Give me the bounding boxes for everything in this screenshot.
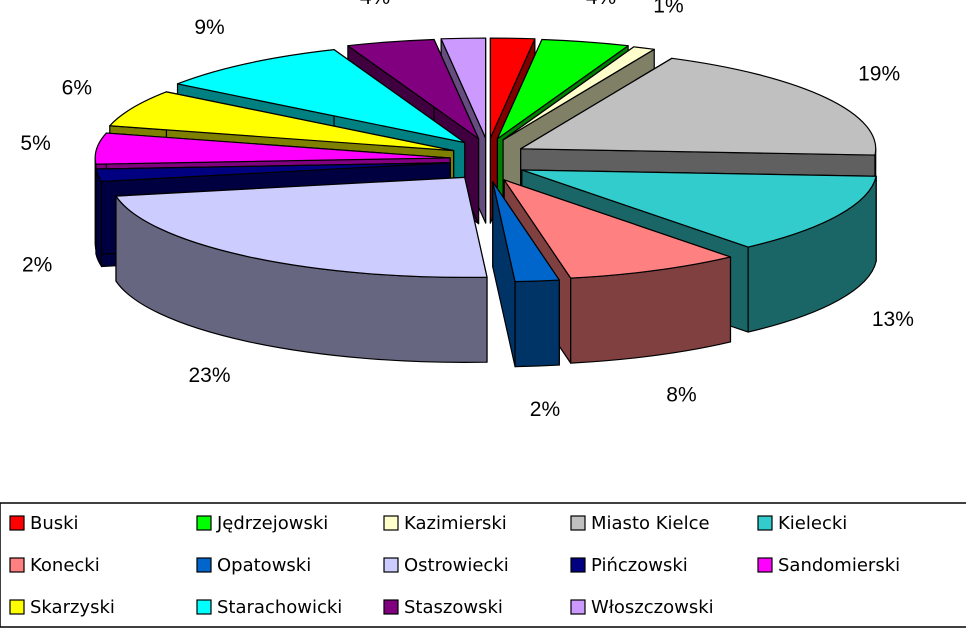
legend-swatch [9, 599, 25, 615]
data-label: 1% [653, 0, 683, 18]
slice-top [502, 46, 655, 141]
legend-swatch [757, 557, 773, 573]
data-label: 2% [444, 0, 474, 4]
data-label: 4% [360, 0, 390, 9]
legend-label: Jędrzejowski [216, 513, 328, 534]
data-label: 2% [530, 398, 560, 421]
pie-slice [115, 176, 488, 363]
slice-wall [514, 279, 560, 368]
data-label: 6% [62, 77, 92, 100]
data-label: 19% [858, 63, 900, 86]
legend-swatch [383, 557, 399, 573]
pie-slice [492, 181, 560, 368]
legend-swatch [757, 515, 773, 531]
data-label: 13% [872, 308, 914, 331]
data-label: 23% [188, 364, 230, 387]
legend-label: Starachowicki [217, 597, 342, 618]
slice-top [496, 38, 629, 140]
slice-top [503, 179, 732, 279]
legend-swatch [383, 599, 399, 615]
data-label: 4% [586, 0, 616, 9]
slice-wall [95, 168, 103, 268]
slice-top [95, 162, 451, 183]
legend-swatch [570, 599, 586, 615]
legend-label: Miasto Kielce [591, 513, 710, 534]
legend-swatch [9, 515, 25, 531]
slice-top [520, 57, 877, 156]
legend-label: Skarzyski [30, 597, 115, 618]
data-label: 2% [501, 0, 531, 4]
legend-swatch [570, 515, 586, 531]
data-label: 9% [194, 16, 224, 39]
legend-swatch [196, 557, 212, 573]
slice-top [521, 169, 877, 248]
legend-label: Staszowski [404, 597, 503, 618]
legend-swatch [570, 557, 586, 573]
legend-label: Pińczowski [591, 555, 688, 576]
data-label: 5% [20, 132, 50, 155]
legend-label: Sandomierski [778, 555, 900, 576]
slice-top [492, 181, 560, 283]
data-label: 8% [666, 383, 696, 406]
legend-swatch [9, 557, 25, 573]
slice-top [347, 38, 480, 140]
legend-swatch [383, 515, 399, 531]
slice-top [109, 91, 455, 152]
legend-label: Kazimierski [404, 513, 507, 534]
slice-top [489, 37, 536, 139]
data-label: 2% [22, 253, 52, 276]
legend-label: Opatowski [217, 555, 311, 576]
legend-swatch [196, 599, 212, 615]
slice-top [94, 132, 451, 165]
slice-top [440, 37, 487, 139]
legend-swatch [196, 515, 212, 531]
legend-box [0, 502, 966, 628]
slice-top [115, 176, 488, 278]
legend-label: Kielecki [778, 513, 847, 534]
slice-top [176, 49, 466, 144]
legend-label: Buski [30, 513, 79, 534]
legend-label: Włoszczowski [591, 597, 714, 618]
legend-label: Konecki [30, 555, 100, 576]
legend-label: Ostrowiecki [404, 555, 509, 576]
